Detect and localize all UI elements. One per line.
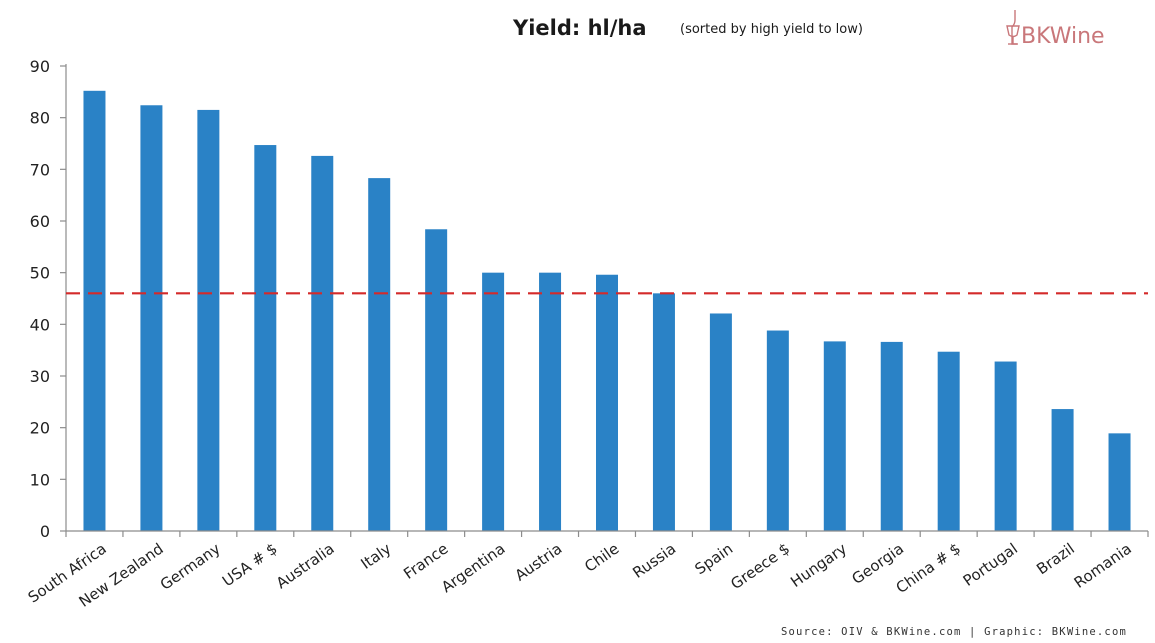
category-label: Australia	[273, 540, 338, 593]
category-label: Italy	[358, 539, 395, 572]
bkwine-logo: BKWine	[1006, 10, 1105, 49]
bar	[1051, 409, 1074, 531]
bar	[482, 272, 505, 531]
category-label: USA # $	[219, 540, 281, 591]
y-axis: 0 10 20 30 40 50 60 70 80 90	[30, 57, 67, 541]
bar	[254, 145, 277, 532]
category-label: Russia	[629, 540, 679, 582]
bar	[425, 229, 448, 531]
y-tick-label: 10	[30, 470, 50, 489]
category-label: Chile	[581, 540, 622, 576]
y-tick-label: 20	[30, 419, 50, 438]
bar	[539, 272, 562, 531]
source-note: Source: OIV & BKWine.com | Graphic: BKWi…	[781, 626, 1127, 638]
category-label: Argentina	[438, 540, 508, 597]
bar	[766, 330, 789, 531]
y-tick-label: 70	[30, 160, 50, 179]
y-tick-label: 50	[30, 264, 50, 283]
category-label: Hungary	[787, 539, 850, 591]
bar	[140, 105, 163, 532]
bar	[311, 155, 334, 531]
bar	[652, 293, 675, 531]
category-label: Germany	[157, 539, 224, 593]
y-tick-label: 30	[30, 367, 50, 386]
category-label: Austria	[512, 540, 566, 585]
y-tick-label: 90	[30, 57, 50, 76]
bar	[709, 313, 732, 531]
bar	[823, 341, 846, 531]
bar	[880, 341, 903, 531]
bar	[83, 90, 106, 532]
bar	[368, 178, 391, 531]
y-tick-label: 40	[30, 315, 50, 334]
category-label: Brazil	[1033, 540, 1078, 579]
y-tick-label: 0	[40, 522, 50, 541]
wine-glass-icon	[1006, 10, 1020, 45]
bar	[197, 109, 220, 532]
logo-text: BKWine	[1021, 24, 1105, 49]
y-tick-label: 80	[30, 109, 50, 128]
category-label: Greece $	[727, 540, 793, 594]
chart-subtitle: (sorted by high yield to low)	[680, 22, 863, 37]
category-label: Spain	[692, 540, 737, 579]
bar	[937, 351, 960, 531]
bar	[596, 274, 618, 531]
category-label: Portugal	[960, 540, 1021, 590]
bar	[994, 361, 1017, 531]
category-label: Romania	[1071, 540, 1135, 592]
bar	[1108, 433, 1131, 531]
category-label: China # $	[893, 540, 964, 597]
chart-title: Yield: hl/ha	[512, 16, 647, 40]
y-tick-label: 60	[30, 212, 50, 231]
bars	[83, 90, 1131, 532]
